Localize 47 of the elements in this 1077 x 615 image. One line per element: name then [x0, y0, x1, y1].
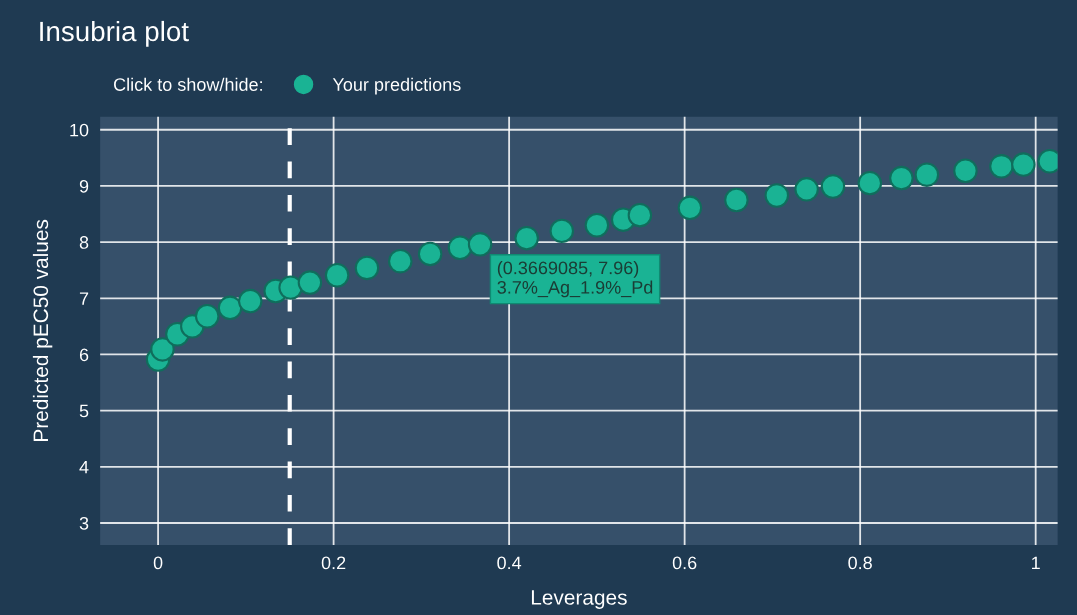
point	[514, 225, 539, 251]
x-tick-label: 0	[153, 556, 163, 570]
point	[354, 255, 380, 281]
point	[388, 248, 413, 274]
y-tick-label: 3	[79, 516, 89, 530]
point	[989, 154, 1014, 179]
point	[217, 295, 243, 321]
point	[278, 275, 303, 300]
point	[150, 337, 175, 362]
x-axis-title: Leverages	[531, 590, 627, 609]
point	[447, 235, 473, 260]
point	[857, 170, 883, 196]
x-tick-label: 1	[1032, 556, 1040, 570]
point	[297, 270, 323, 295]
point	[953, 158, 978, 184]
annotation: (0.3669085, 7.96) 3.7%_Ag_1.9%_Pd	[497, 261, 653, 298]
point	[677, 195, 703, 221]
y-tick-label: 4	[79, 460, 89, 474]
point	[194, 304, 220, 329]
y-tick-label: 8	[79, 236, 89, 249]
point	[237, 288, 263, 314]
legend-label: Your predictions	[332, 77, 461, 95]
chart-title: Insubria plot	[40, 20, 189, 47]
x-tick-label: 0.4	[497, 556, 522, 570]
x-tick-label: 0.2	[321, 556, 346, 570]
point	[914, 162, 940, 187]
x-tick-label: 0.6	[672, 556, 697, 570]
point	[324, 263, 350, 288]
x-tick-label: 0.8	[848, 556, 872, 570]
point	[467, 232, 493, 257]
point	[724, 187, 749, 213]
point	[627, 202, 653, 228]
point	[889, 165, 914, 191]
point	[584, 213, 610, 238]
point	[549, 218, 575, 244]
y-tick-label: 9	[79, 179, 89, 193]
point	[764, 183, 790, 208]
legend-title: Click to show/hide:	[114, 77, 262, 91]
point	[417, 241, 443, 267]
point	[820, 174, 846, 199]
y-tick-label: 5	[79, 404, 89, 418]
point	[794, 177, 819, 202]
y-tick-label: 10	[70, 123, 89, 137]
y-axis-title: Predicted pEC50 values	[32, 219, 53, 441]
y-tick-label: 7	[79, 292, 89, 305]
point	[1011, 152, 1036, 177]
y-tick-label: 6	[79, 348, 89, 362]
